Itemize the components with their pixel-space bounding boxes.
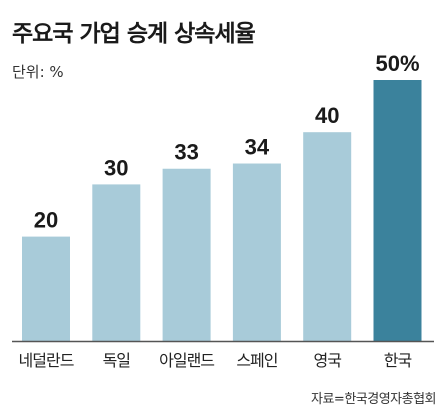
- category-label-3: 스페인: [236, 351, 277, 370]
- bar-0: [22, 236, 70, 341]
- category-label-0: 네덜란드: [19, 351, 74, 370]
- category-label-1: 독일: [103, 351, 131, 370]
- unit-label: 단위: %: [12, 63, 64, 81]
- value-label-0: 20: [34, 208, 58, 233]
- bar-3: [232, 163, 281, 341]
- value-label-2: 33: [174, 140, 198, 165]
- bar-5: [373, 80, 422, 341]
- category-label-4: 영국: [313, 351, 341, 370]
- value-label-4: 40: [315, 103, 339, 128]
- bar-2: [162, 168, 211, 341]
- value-label-5: 50%: [375, 51, 419, 76]
- value-label-1: 30: [104, 155, 128, 180]
- category-label-2: 아일랜드: [159, 351, 214, 370]
- source-note: 자료=한국경영자총협회: [311, 392, 437, 407]
- bar-1: [92, 184, 141, 341]
- category-label-5: 한국: [384, 351, 412, 370]
- value-label-3: 34: [245, 135, 270, 160]
- chart-title: 주요국 가업 승계 상속세율: [12, 21, 256, 47]
- bar-4: [303, 132, 352, 341]
